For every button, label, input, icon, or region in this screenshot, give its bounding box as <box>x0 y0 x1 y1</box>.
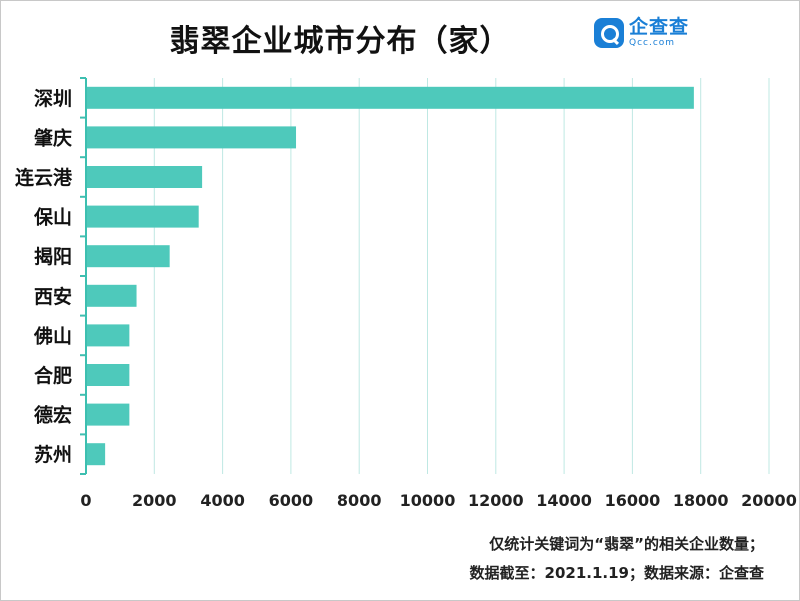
bar <box>87 86 694 109</box>
category-label: 深圳 <box>34 87 72 110</box>
qcc-logo: 企查查 Qcc.com <box>594 18 689 48</box>
bar <box>87 284 137 307</box>
logo-name: 企查查 <box>629 16 690 38</box>
x-tick-label: 20000 <box>741 491 797 510</box>
category-label: 揭阳 <box>34 245 72 268</box>
bar <box>87 364 130 386</box>
category-label: 肇庆 <box>34 126 72 149</box>
category-label: 苏州 <box>34 443 72 466</box>
x-tick-label: 4000 <box>200 491 245 510</box>
category-label: 保山 <box>33 206 72 229</box>
footnote-scope: 仅统计关键词为“翡翠”的相关企业数量； <box>489 535 764 553</box>
bar <box>87 403 130 426</box>
footnote-source: 数据截至：2021.1.19；数据来源：企查查 <box>469 564 764 582</box>
category-label: 连云港 <box>15 166 73 189</box>
bar <box>87 324 130 347</box>
x-tick-label: 0 <box>80 491 91 510</box>
bar <box>87 205 199 228</box>
bar <box>87 443 106 466</box>
x-tick-label: 16000 <box>605 491 661 510</box>
category-label: 佛山 <box>33 324 72 347</box>
bar <box>87 126 297 149</box>
logo-domain: Qcc.com <box>629 38 676 48</box>
bar <box>87 166 203 188</box>
bar <box>87 245 170 268</box>
x-tick-label: 18000 <box>673 491 729 510</box>
category-label: 西安 <box>34 285 72 308</box>
category-label: 合肥 <box>34 364 72 387</box>
x-tick-label: 6000 <box>269 491 314 510</box>
chart-title: 翡翠企业城市分布（家） <box>169 24 511 59</box>
x-tick-label: 14000 <box>536 491 592 510</box>
qcc-logo-icon <box>594 18 624 48</box>
category-label: 德宏 <box>34 404 72 427</box>
x-tick-label: 8000 <box>337 491 382 510</box>
x-tick-label: 2000 <box>132 491 177 510</box>
x-tick-label: 10000 <box>400 491 456 510</box>
x-tick-label: 12000 <box>468 491 524 510</box>
